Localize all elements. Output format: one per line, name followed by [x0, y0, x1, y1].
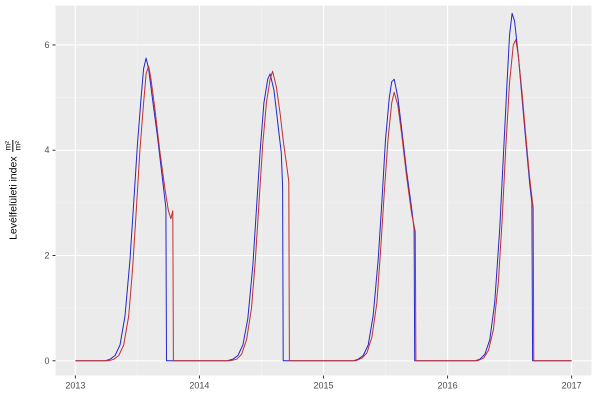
y-tick-label: 2: [44, 251, 49, 261]
y-tick-label: 6: [44, 40, 49, 50]
unit-numerator: m²: [3, 140, 14, 152]
y-axis-title: Levélfelületi index m² m²: [3, 140, 23, 240]
y-tick-label: 0: [44, 356, 49, 366]
series-red-line: [75, 39, 572, 362]
y-tick-label: 4: [44, 145, 49, 155]
x-tick-label: 2017: [562, 381, 582, 391]
x-tick-label: 2013: [65, 381, 85, 391]
y-axis-title-text: Levélfelületi index: [7, 156, 19, 240]
y-axis-unit-fraction: m² m²: [3, 140, 23, 152]
x-tick-label: 2016: [438, 381, 458, 391]
unit-denominator: m²: [13, 141, 23, 151]
x-tick-label: 2014: [189, 381, 209, 391]
x-tick-label: 2015: [313, 381, 333, 391]
